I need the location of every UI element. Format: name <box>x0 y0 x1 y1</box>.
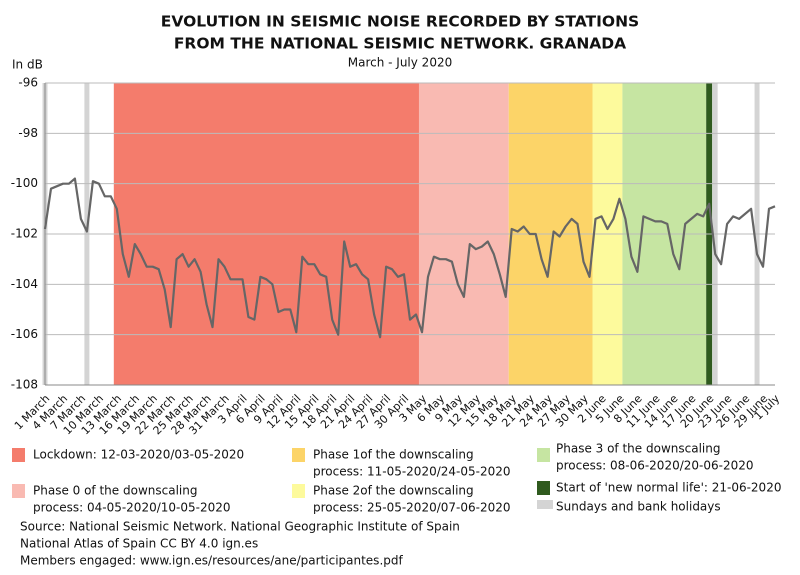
legend-label: Start of 'new normal life': 21-06-2020 <box>556 481 781 495</box>
y-tick-label: -104 <box>11 277 38 291</box>
legend-label: process: 25-05-2020/07-06-2020 <box>313 501 511 515</box>
data-line <box>43 177 776 339</box>
source-note: National Atlas of Spain CC BY 4.0 ign.es <box>20 537 258 551</box>
y-tick-label: -108 <box>11 378 38 392</box>
source-note: Members engaged: www.ign.es/resources/an… <box>20 554 403 568</box>
legend-swatch <box>537 500 553 509</box>
y-tick-label: -96 <box>18 76 38 90</box>
y-tick-label: -98 <box>18 126 38 140</box>
chart-subtitle: March - July 2020 <box>348 56 452 70</box>
y-axis-label: In dB <box>12 58 43 72</box>
legend-swatch <box>292 448 305 462</box>
legend-swatch <box>537 481 550 495</box>
legend-label: process: 11-05-2020/24-05-2020 <box>313 465 511 479</box>
chart-title: EVOLUTION IN SEISMIC NOISE RECORDED BY S… <box>161 13 639 31</box>
legend-label: process: 04-05-2020/10-05-2020 <box>33 501 231 515</box>
legend-label: Phase 3 of the downscaling <box>556 442 720 456</box>
source-note: Source: National Seismic Network. Nation… <box>20 520 460 534</box>
legend-label: Sundays and bank holidays <box>556 500 721 514</box>
legend-swatch <box>537 448 550 462</box>
y-tick-label: -106 <box>11 327 38 341</box>
legend-label: process: 08-06-2020/20-06-2020 <box>556 459 754 473</box>
y-tick-label: -100 <box>11 176 38 190</box>
legend-label: Phase 1of the downscaling <box>313 448 474 462</box>
legend-swatch <box>12 484 25 498</box>
legend-label: Phase 0 of the downscaling <box>33 484 197 498</box>
legend-swatch <box>292 484 305 498</box>
y-tick-label: -102 <box>11 227 38 241</box>
legend-swatch <box>12 448 25 462</box>
chart-title: FROM THE NATIONAL SEISMIC NETWORK. GRANA… <box>174 35 626 53</box>
legend-label: Phase 2of the downscaling <box>313 484 474 498</box>
legend-label: Lockdown: 12-03-2020/03-05-2020 <box>33 448 244 462</box>
